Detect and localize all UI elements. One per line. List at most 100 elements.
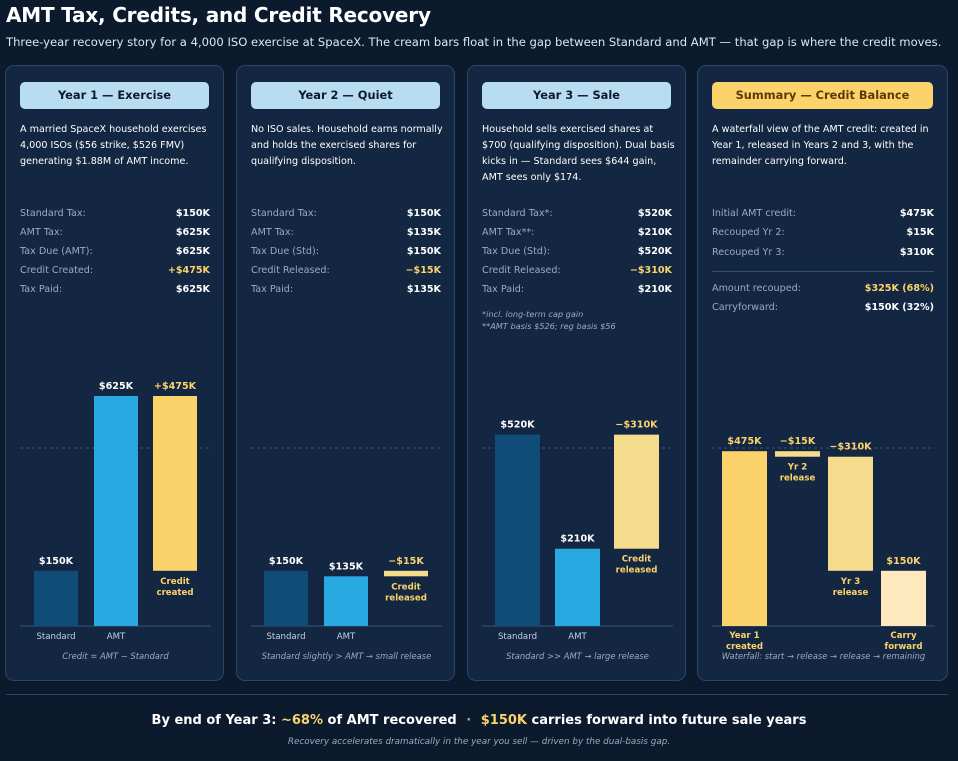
stat-row: Credit Released: −$310K (482, 265, 672, 279)
stat-label: Tax Due (Std): (482, 246, 550, 257)
bar-value-label: $135K (329, 561, 364, 572)
bar-standard (34, 570, 78, 626)
category-label: Standard (266, 632, 305, 642)
stat-label: Tax Paid: (482, 284, 525, 295)
stat-value: $625K (175, 227, 210, 238)
bar-release (775, 451, 820, 457)
bar-inner-label: Yr 2 (787, 463, 807, 473)
bar-amt (324, 576, 368, 626)
stat-row: AMT Tax: $135K (251, 227, 441, 241)
bar-inner-label: release (833, 588, 869, 598)
footer-part3: carries forward into future sale years (531, 713, 807, 728)
bar-value-label: $150K (886, 556, 921, 567)
stat-value: $475K (899, 208, 934, 219)
bar-standard (495, 434, 540, 626)
bar-value-label: −$310K (615, 420, 658, 431)
bar-credit (153, 396, 197, 571)
bar-inner-label: Credit (622, 555, 652, 565)
panel-year-1: Year 1 — Exercise A married SpaceX house… (5, 65, 224, 681)
footer-summary: By end of Year 3: ~68% of AMT recovered … (0, 713, 958, 728)
waterfall-chart: $475K Year 1 created −$15K Yr 2 release −$310K… (698, 366, 949, 666)
stat-value: $15K (906, 227, 934, 238)
bar-inner-label: released (616, 566, 658, 576)
stat-value: $625K (175, 246, 210, 257)
stat-row: Tax Paid: $135K (251, 284, 441, 298)
bar-inner-label: Credit (391, 582, 421, 592)
bar-release (384, 570, 428, 577)
stat-value: $520K (637, 208, 672, 219)
stat-value: $310K (899, 247, 934, 258)
footer-percent: ~68% (280, 713, 323, 728)
bar-inner-label: Credit (160, 577, 190, 587)
footer-carry: $150K (480, 713, 528, 728)
chart-caption: Credit = AMT − Standard (62, 651, 169, 661)
stat-row: Tax Paid: $210K (482, 284, 672, 298)
stat-row: Standard Tax*: $520K (482, 208, 672, 222)
stat-value: $150K (406, 208, 441, 219)
panel-year-3: Year 3 — Sale Household sells exercised … (467, 65, 686, 681)
footer-part2: of AMT recovered (327, 713, 457, 728)
category-label: Standard (36, 632, 75, 642)
page-title: AMT Tax, Credits, and Credit Recovery (6, 3, 431, 27)
category-label: AMT (568, 632, 587, 642)
category-label: Year 1 (728, 631, 759, 641)
stat-row: Recouped Yr 2: $15K (712, 227, 934, 241)
stat-row: Recouped Yr 3: $310K (712, 247, 934, 261)
stat-label: Standard Tax*: (482, 208, 553, 219)
stat-value: $150K (32%) (864, 302, 934, 313)
stat-value: $520K (637, 246, 672, 257)
chart-svg: $520K Standard $210K AMT −$310K Creditrelease… (482, 420, 673, 642)
page-subtitle: Three-year recovery story for a 4,000 IS… (6, 35, 942, 49)
panel-header: Summary — Credit Balance (712, 82, 933, 109)
bar-amt (555, 548, 600, 626)
stat-label: AMT Tax: (251, 227, 294, 238)
bar-value-label: $625K (99, 381, 134, 392)
bar-inner-label: release (780, 474, 816, 484)
category-label: AMT (107, 632, 126, 642)
bar-value-label: $475K (727, 436, 762, 447)
footer-part1: By end of Year 3: (151, 713, 277, 728)
stat-row: Tax Due (AMT): $625K (20, 246, 210, 260)
category-label: AMT (337, 632, 356, 642)
stat-row: Credit Released: −$15K (251, 265, 441, 279)
stat-label: Credit Released: (251, 265, 330, 276)
bar-value-label: +$475K (154, 381, 197, 392)
bar-value-label: $150K (39, 556, 74, 567)
bar-standard (264, 570, 308, 626)
stat-value: $625K (175, 284, 210, 295)
stat-value: $135K (406, 227, 441, 238)
stat-value: $150K (175, 208, 210, 219)
stat-row: AMT Tax: $625K (20, 227, 210, 241)
bar-value-label: −$15K (780, 436, 816, 447)
stat-label: Amount recouped: (712, 283, 801, 294)
stat-row: AMT Tax**: $210K (482, 227, 672, 241)
bar-chart: $520K Standard $210K AMT −$310K Credit release… (468, 366, 687, 666)
stat-label: Tax Due (AMT): (20, 246, 93, 257)
stat-value: −$310K (629, 265, 672, 276)
stat-row: Amount recouped: $325K (68%) (712, 283, 934, 297)
footer-note: Recovery accelerates dramatically in the… (287, 737, 671, 747)
stat-label: Credit Created: (20, 265, 94, 276)
footnote: **AMT basis $526; reg basis $56 (482, 321, 616, 331)
panel-description: Household sells exercised shares at $700… (482, 124, 675, 183)
category-label: forward (884, 642, 922, 652)
bar-chart: $150K Standard $625K AMT +$475K Credit created (6, 366, 225, 666)
stat-row: Standard Tax: $150K (20, 208, 210, 222)
bar-amt (94, 396, 138, 626)
panel-description: No ISO sales. Household earns normally a… (251, 124, 443, 167)
bar-value-label: $210K (560, 534, 595, 545)
stat-label: Standard Tax: (20, 208, 86, 219)
chart-caption: Standard slightly > AMT → small release (261, 651, 432, 661)
bar-chart: $150K Standard $135K AMT −$15K Credit released (237, 366, 456, 666)
stat-row: Initial AMT credit: $475K (712, 208, 934, 222)
stat-value: +$475K (167, 265, 210, 276)
stat-label: AMT Tax**: (482, 227, 535, 238)
bar-value-label: −$310K (829, 442, 872, 453)
footnote: *incl. long-term cap gain (482, 309, 584, 319)
stat-label: Initial AMT credit: (712, 208, 797, 219)
stat-label: Tax Paid: (20, 284, 63, 295)
stat-row: Credit Created: +$475K (20, 265, 210, 279)
